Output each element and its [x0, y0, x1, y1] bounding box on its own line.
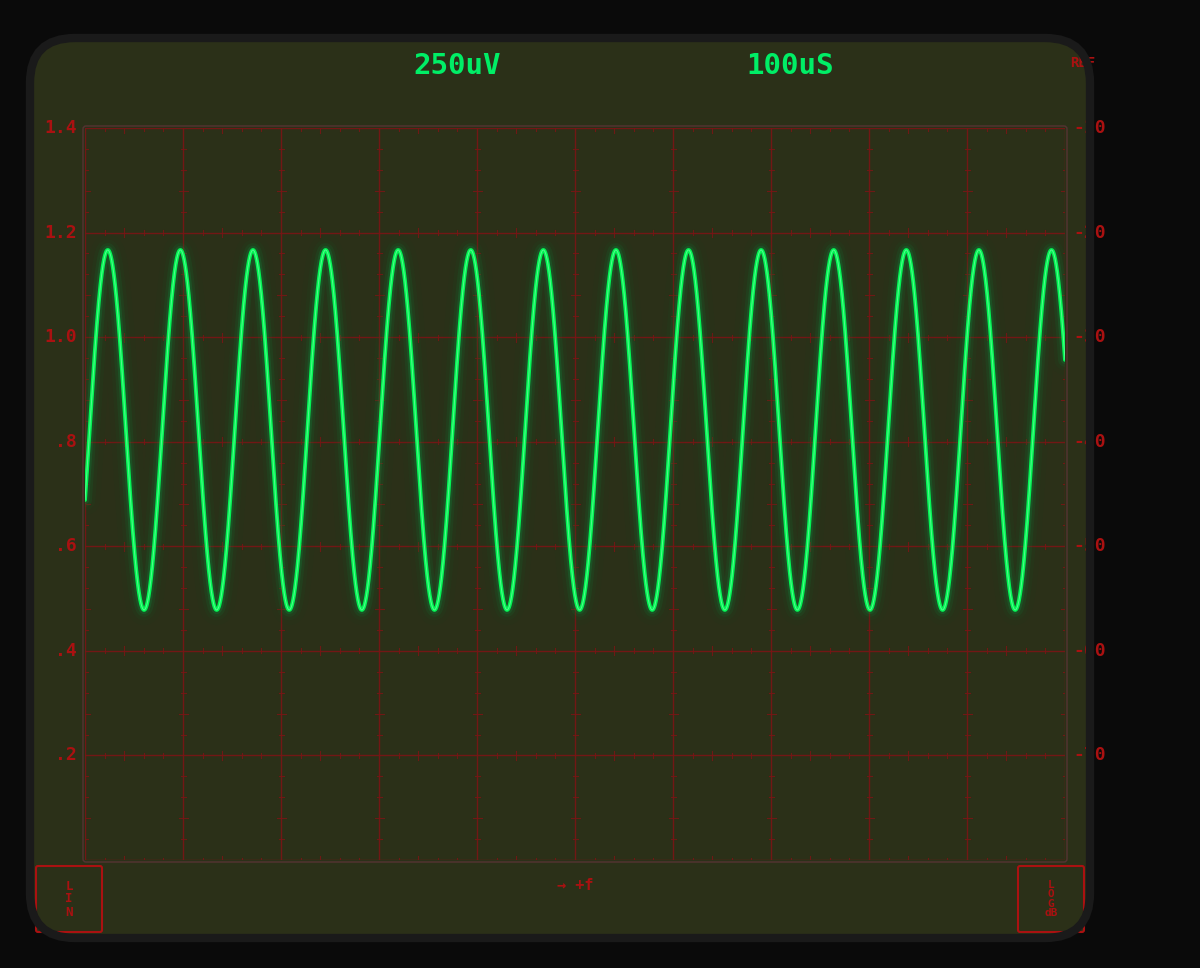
Text: -10: -10 [1073, 119, 1105, 137]
FancyBboxPatch shape [1018, 866, 1084, 932]
Text: -30: -30 [1073, 328, 1105, 347]
Text: REF: REF [1070, 56, 1096, 70]
Text: 1.0: 1.0 [44, 328, 77, 347]
Text: -50: -50 [1073, 537, 1105, 556]
FancyBboxPatch shape [30, 38, 1090, 938]
Text: .6: .6 [55, 537, 77, 556]
Text: → +f: → +f [557, 878, 593, 893]
Text: -20: -20 [1073, 224, 1105, 242]
Text: -40: -40 [1073, 433, 1105, 451]
Text: -60: -60 [1073, 642, 1105, 660]
Text: 250uV: 250uV [414, 52, 502, 80]
Text: .2: .2 [55, 746, 77, 765]
FancyBboxPatch shape [36, 866, 102, 932]
Text: 1.2: 1.2 [44, 224, 77, 242]
Text: 100uS: 100uS [746, 52, 834, 80]
Text: 1.4: 1.4 [44, 119, 77, 137]
Text: .4: .4 [55, 642, 77, 660]
Text: -70: -70 [1073, 746, 1105, 765]
Text: L
O
G
dB: L O G dB [1044, 880, 1057, 918]
Text: L
I
N: L I N [65, 880, 73, 919]
Text: .8: .8 [55, 433, 77, 451]
